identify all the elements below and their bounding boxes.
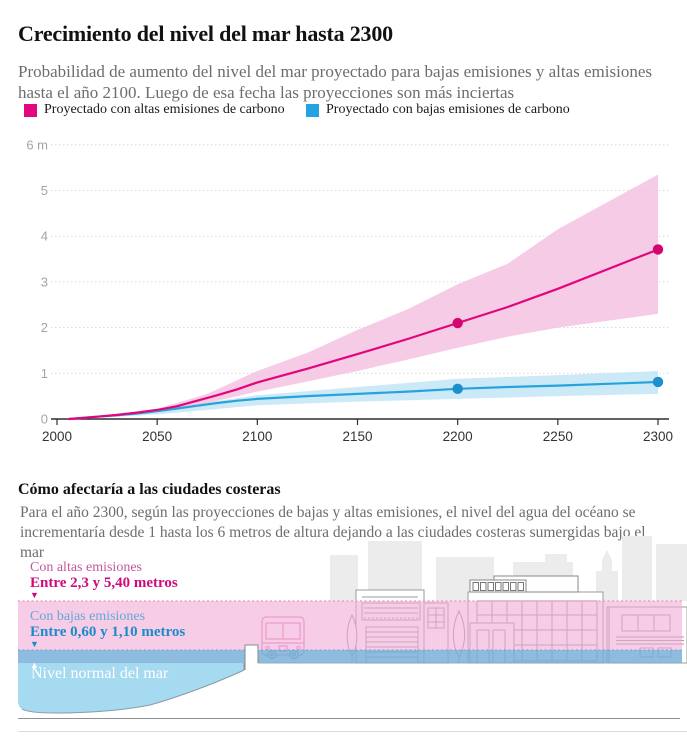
y-axis-label: 4: [41, 229, 48, 244]
y-axis-label: 1: [41, 366, 48, 381]
uncertainty-band: [69, 371, 658, 419]
high-emissions-flood-band: [18, 601, 682, 650]
quay-wall: [244, 644, 259, 670]
sea-level-arrow-icon: ▲: [30, 660, 39, 670]
sea-level-chart: 0 1 2 3 4 5 6 m 2000 2050 2100 2150 2200 2250 2300: [26, 137, 673, 444]
high-emissions-arrow-icon: ▼: [30, 590, 39, 600]
page-title: Crecimiento del nivel del mar hasta 2300: [18, 20, 393, 46]
legend-high-label: Proyectado con altas emisiones de carbon…: [44, 102, 285, 117]
x-axis-label: 2200: [443, 429, 473, 444]
low-emissions-label: Con bajas emisiones: [30, 609, 146, 624]
city-illustration: [18, 536, 687, 714]
data-point: [452, 383, 463, 395]
legend-item-high-emissions: Proyectado con altas emisiones de carbon…: [24, 102, 285, 118]
sea-level-label: Nivel normal del mar: [31, 665, 169, 682]
high-emissions-range: Entre 2,3 y 5,40 metros: [30, 575, 178, 591]
x-axis-label: 2300: [643, 429, 673, 444]
data-point: [452, 317, 463, 329]
coastal-heading: Cómo afectaría a las ciudades costeras: [18, 481, 281, 499]
x-axis-label: 2000: [42, 429, 72, 444]
x-axis-label: 2050: [142, 429, 172, 444]
x-axis-label: 2150: [342, 429, 372, 444]
x-axis-label: 2100: [242, 429, 272, 444]
low-emissions-arrow-icon: ▼: [30, 639, 39, 649]
page-subtitle: Probabilidad de aumento del nivel del ma…: [18, 62, 653, 102]
coastal-body: Para el año 2300, según las proyecciones…: [20, 503, 646, 561]
data-point: [652, 376, 664, 388]
footer-divider-light: [18, 731, 687, 732]
high-emissions-label: Con altas emisiones: [30, 560, 142, 575]
y-axis-label: 6 m: [26, 137, 48, 152]
low-emissions-swatch: [306, 103, 319, 117]
low-emissions-range: Entre 0,60 y 1,10 metros: [30, 624, 186, 640]
x-axis-label: 2250: [543, 429, 573, 444]
y-axis-label: 5: [41, 183, 48, 198]
y-axis-label: 2: [41, 320, 48, 335]
legend-item-low-emissions: Proyectado con bajas emisiones de carbon…: [306, 102, 570, 118]
projection-line: [67, 248, 660, 421]
shoreline-outline: [21, 663, 245, 714]
footer-divider-dark: [18, 718, 680, 719]
legend-low-label: Proyectado con bajas emisiones de carbon…: [326, 102, 570, 117]
y-axis-label: 0: [41, 412, 48, 427]
coastal-illustration: Con altas emisiones Entre 2,3 y 5,40 met…: [0, 535, 687, 735]
high-emissions-swatch: [24, 103, 37, 117]
low-emissions-flood-stripe: [18, 650, 682, 663]
y-axis-label: 3: [41, 274, 48, 289]
uncertainty-band: [69, 174, 658, 419]
water-shape: [18, 663, 244, 714]
data-point: [652, 244, 664, 255]
